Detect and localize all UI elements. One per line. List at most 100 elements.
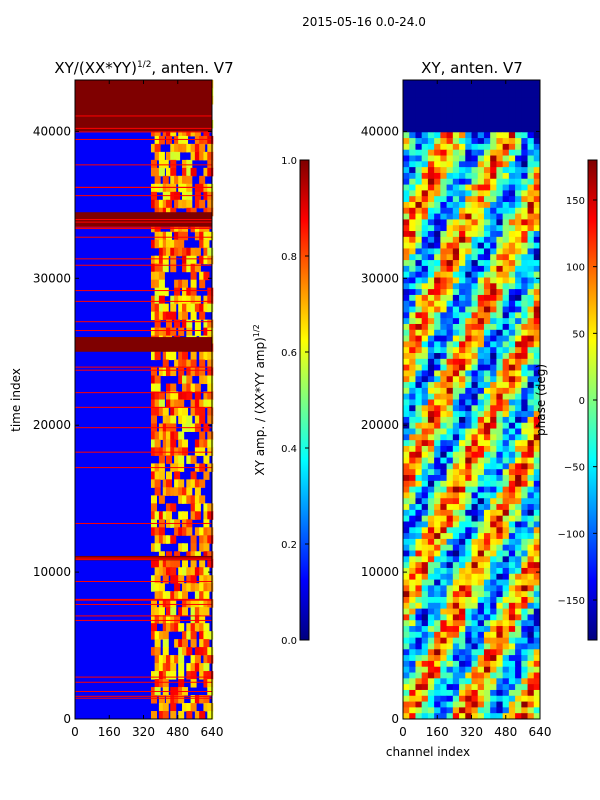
heatmap-cell [434,608,441,615]
heatmap-cell [440,428,448,435]
heatmap-cell [483,184,491,191]
heatmap-cell [527,248,535,255]
heatmap-cell [459,498,466,505]
heatmap-cell [434,225,441,232]
heatmap-cell [508,509,516,517]
heatmap-cell [452,440,460,447]
heatmap-cell [421,353,429,360]
heatmap-cell [158,447,165,456]
heatmap-cell [533,201,541,209]
heatmap-cell [496,364,504,371]
heatmap-cell [490,242,497,249]
heatmap-cell [465,167,472,174]
heatmap-cell [459,550,466,557]
heatmap-cell [199,599,206,608]
heatmap-cell [490,643,497,650]
heatmap-cell [434,486,441,493]
heatmap-cell [490,614,497,621]
heatmap-cell [434,341,441,348]
heatmap-cell [403,294,410,302]
heatmap-cell [521,428,529,435]
heatmap-cell [154,287,161,297]
heatmap-cell [409,405,416,412]
heatmap-cell [521,225,529,232]
heatmap-cell [483,567,491,575]
y-tick-label: 0 [391,712,399,726]
heatmap-cell [207,383,214,393]
heatmap-cell [521,347,529,354]
heatmap-cell [194,415,201,424]
heatmap-cell [158,135,165,145]
heatmap-cell [483,480,491,488]
heatmap-cell [508,178,516,186]
heatmap-cell [427,126,435,133]
heatmap-cell [403,91,410,98]
heatmap-cell [533,498,541,505]
heatmap-cell [199,439,206,448]
heatmap-cell [415,649,423,656]
heatmap-cell [483,289,491,296]
heatmap-cell [150,399,157,408]
heatmap-cell [521,689,529,697]
heatmap-cell [502,521,510,528]
heatmap-cell [415,161,423,168]
heatmap-cell [533,387,541,395]
heatmap-cell [409,91,416,98]
heatmap-cell [207,319,214,329]
heatmap-cell [440,80,448,87]
heatmap-cell [496,207,504,215]
heatmap-cell [477,80,485,87]
heatmap-cell [186,303,193,313]
heatmap-cell [465,521,472,528]
heatmap-cell [415,329,423,337]
heatmap-cell [199,623,206,632]
heatmap-cell [162,591,169,600]
heatmap-cell [533,463,541,470]
heatmap-cell [194,231,201,241]
heatmap-cell [440,126,448,133]
heatmap-cell [199,351,206,361]
heatmap-cell [190,207,197,217]
heatmap-cell [515,335,522,342]
heatmap-cell [465,684,472,691]
heatmap-cell [452,376,460,383]
heatmap-cell [496,289,504,296]
heatmap-cell [409,550,416,557]
heatmap-cell [471,445,479,453]
heatmap-cell [465,91,472,98]
heatmap-cell [203,167,210,177]
heatmap-cell [174,591,181,600]
heatmap-cell [483,701,491,708]
heatmap-cell [459,521,466,528]
heatmap-cell [150,623,157,632]
heatmap-cell [446,660,454,668]
heatmap-cell [502,655,510,662]
heatmap-cell [207,583,214,592]
heatmap-cell [186,527,193,536]
heatmap-cell [471,80,479,87]
heatmap-cell [415,387,423,395]
heatmap-cell [496,318,504,325]
heatmap-cell [154,135,161,145]
heatmap-cell [421,713,429,720]
heatmap-cell [459,85,466,93]
heatmap-cell [178,223,185,233]
heatmap-cell [170,311,177,321]
heatmap-cell [178,311,185,321]
heatmap-streak [75,330,212,332]
heatmap-cell [521,463,529,470]
heatmap-cell [415,201,423,209]
heatmap-cell [471,457,479,464]
heatmap-cell [483,236,491,244]
heatmap-cell [150,327,157,337]
heatmap-cell [452,132,460,139]
heatmap-cell [515,695,522,703]
heatmap-cell [203,239,210,249]
heatmap-cell [496,544,504,552]
heatmap-cell [415,149,423,157]
heatmap-cell [452,387,460,395]
heatmap-cell [409,155,416,162]
heatmap-cell [427,486,435,493]
heatmap-cell [459,358,466,366]
heatmap-cell [170,167,177,177]
